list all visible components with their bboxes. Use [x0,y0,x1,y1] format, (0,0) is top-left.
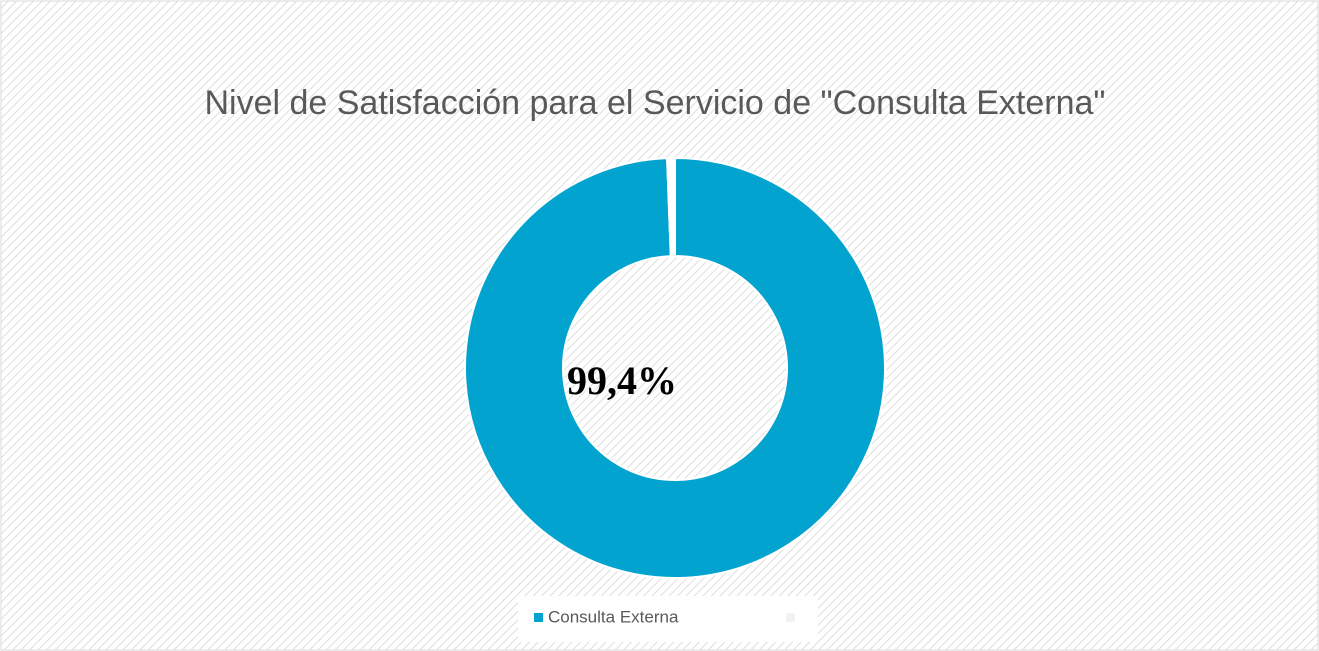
legend-swatch [534,613,543,622]
legend-label: Consulta Externa [548,607,679,626]
data-label: 99,4% [567,358,677,403]
legend-swatch [786,613,795,622]
donut-slice [666,156,676,258]
chart-title: Nivel de Satisfacción para el Servicio d… [204,84,1105,122]
donut-slice [464,156,886,579]
legend-box [518,596,818,642]
